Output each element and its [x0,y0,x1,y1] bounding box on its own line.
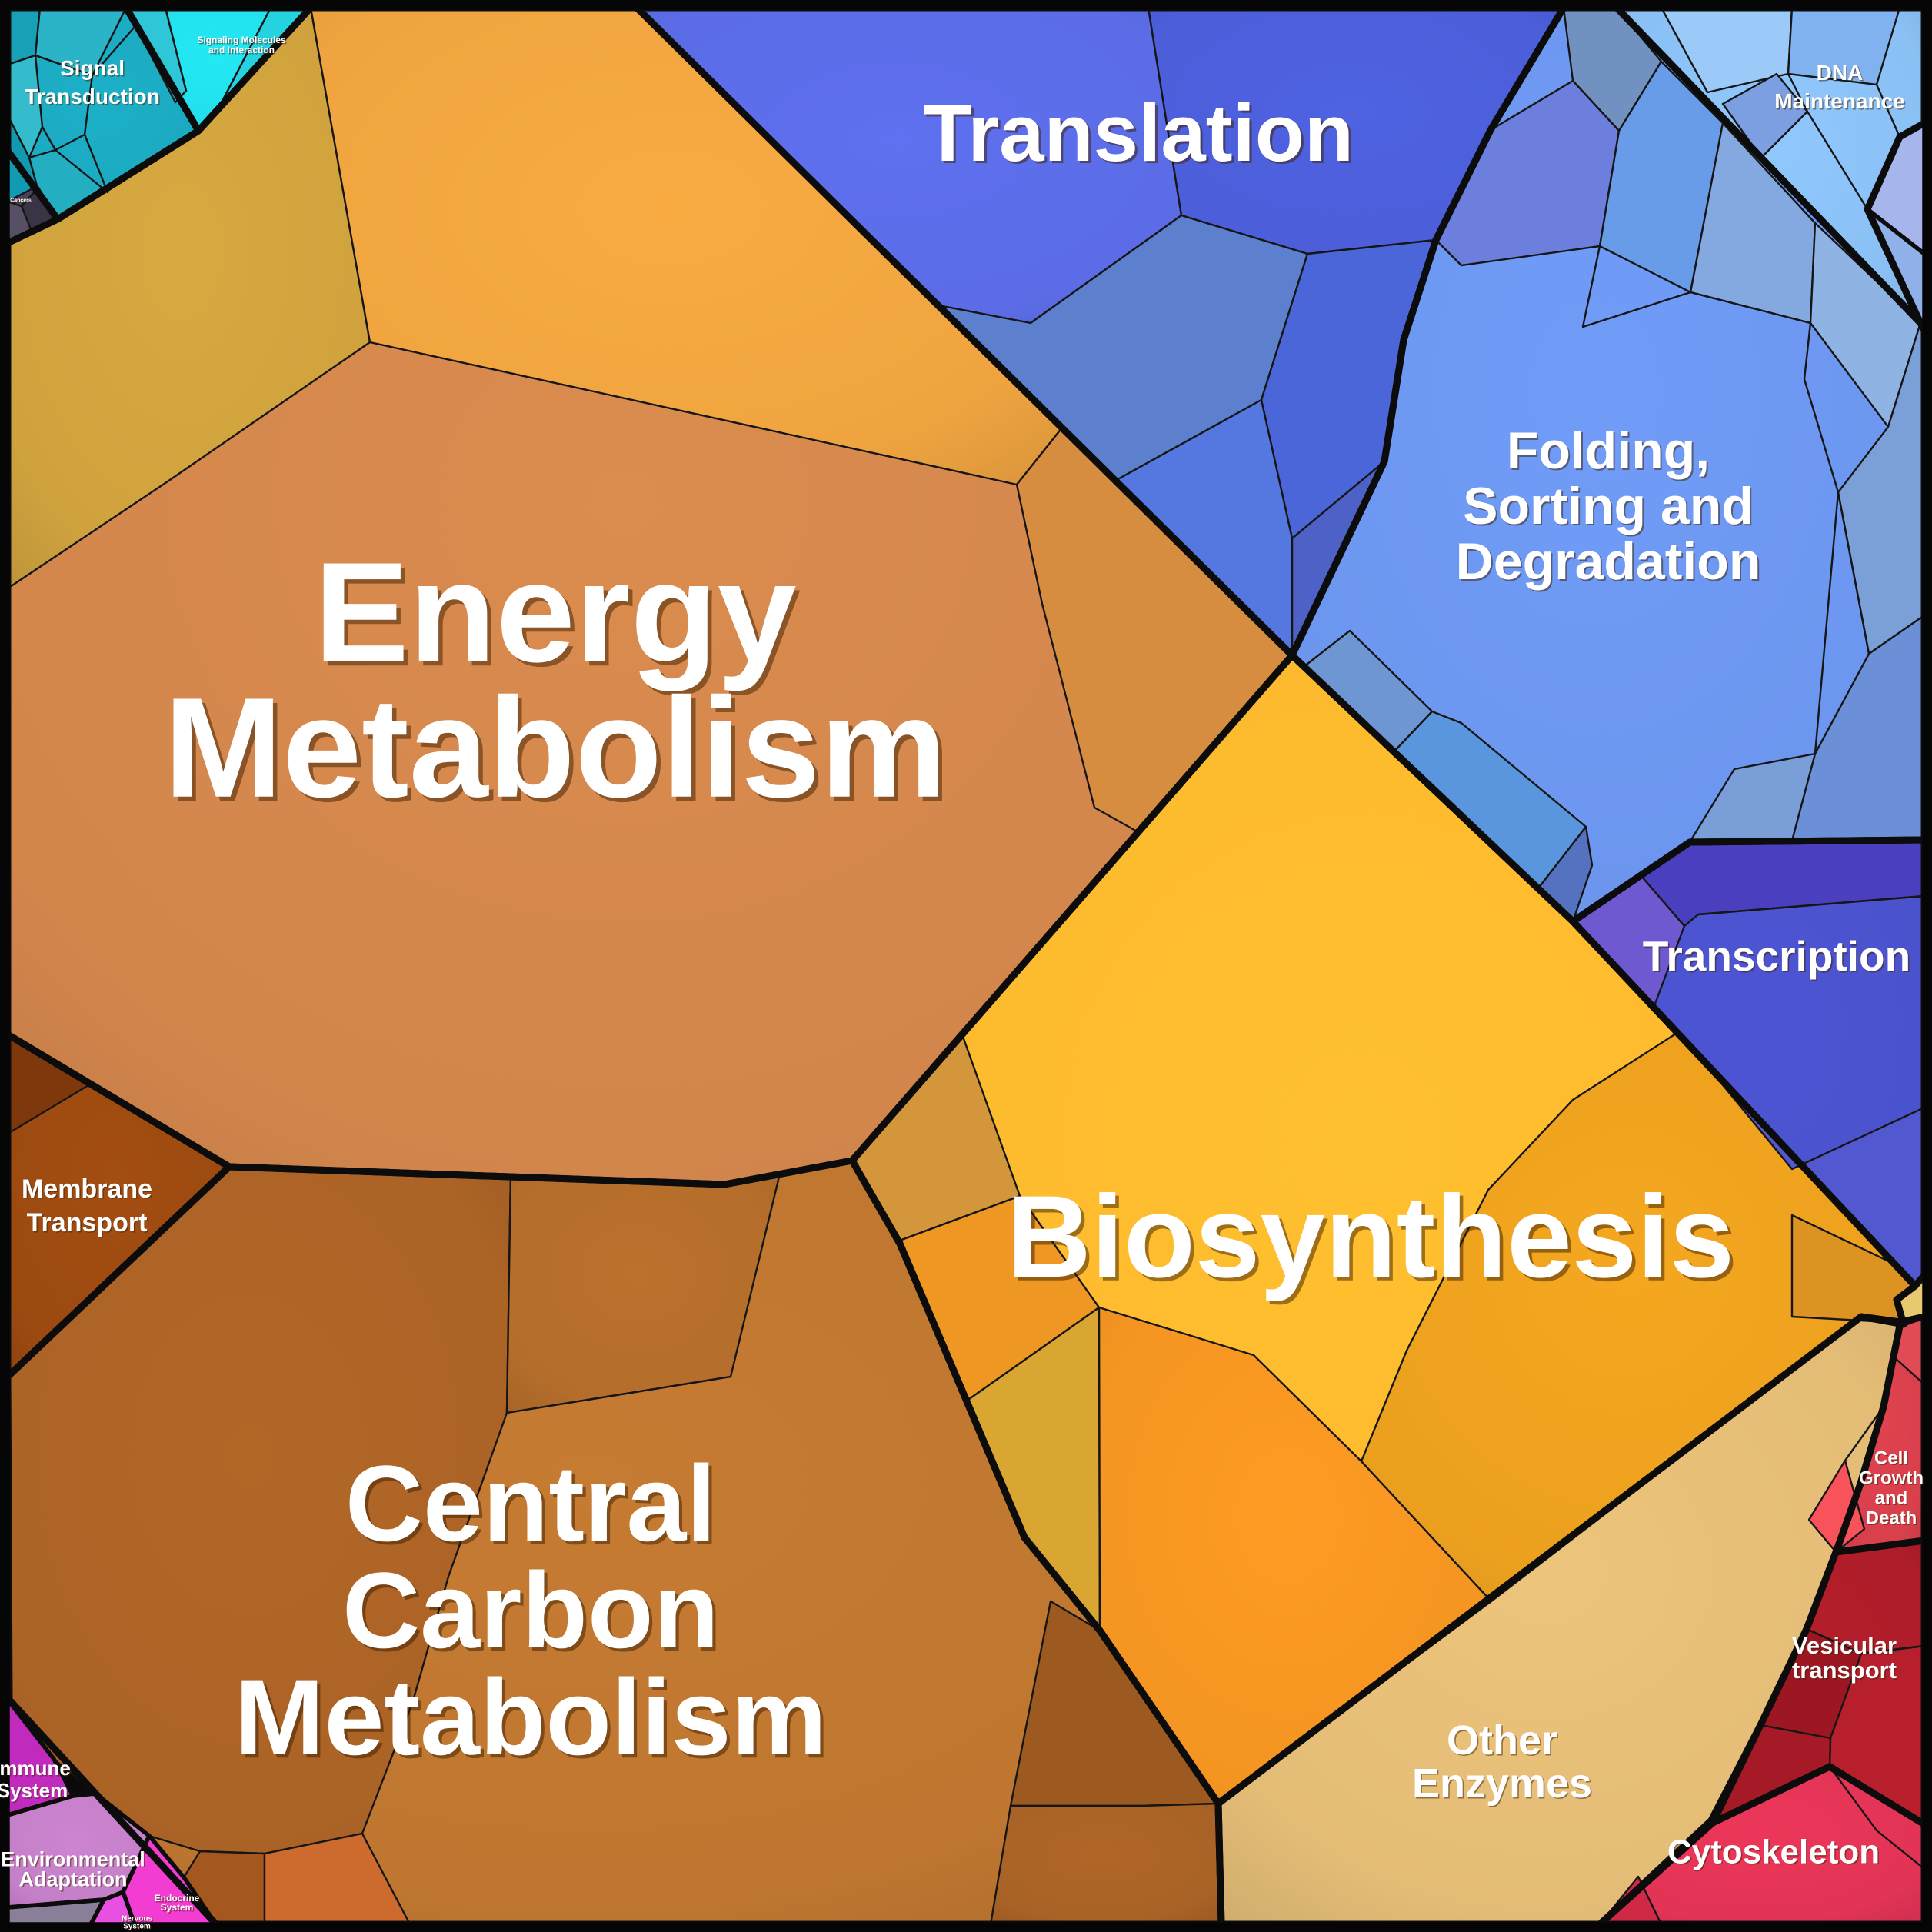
svg-text:Cell: Cell [1875,1449,1909,1470]
svg-text:Immune: Immune [0,1758,72,1781]
svg-text:Biosynthesis: Biosynthesis [1007,1171,1734,1302]
svg-text:Translation: Translation [925,91,1356,181]
svg-text:Growth: Growth [1859,1467,1924,1488]
svg-text:Cell: Cell [1874,1447,1908,1468]
svg-text:System: System [123,1923,151,1931]
svg-text:Environmental: Environmental [1,1847,145,1870]
svg-text:System: System [0,1779,68,1802]
svg-text:Central: Central [348,1446,719,1567]
svg-text:Nervous: Nervous [122,1916,153,1924]
svg-text:Cytoskeleton: Cytoskeleton [1668,1834,1880,1872]
svg-text:System: System [125,1924,152,1932]
svg-text:Endocrine: Endocrine [155,1893,200,1904]
svg-text:Metabolism: Metabolism [164,669,947,828]
svg-text:Transcription: Transcription [1643,932,1910,980]
svg-text:Vesicular: Vesicular [1793,1633,1897,1660]
svg-text:Translation: Translation [923,88,1354,178]
svg-text:Death: Death [1867,1509,1918,1530]
svg-text:Signaling Molecules: Signaling Molecules [197,35,286,45]
svg-text:Immune: Immune [0,1757,71,1780]
svg-text:Sorting and: Sorting and [1464,478,1755,537]
svg-text:Cancers: Cancers [12,199,33,205]
svg-text:Metabolism: Metabolism [238,1660,830,1780]
svg-text:Other: Other [1447,1717,1557,1764]
svg-text:Signal: Signal [60,56,125,80]
svg-text:Maintenance: Maintenance [1774,89,1905,113]
svg-text:Endocrine: Endocrine [155,1894,201,1905]
svg-text:Transport: Transport [27,1208,148,1237]
svg-text:Energy: Energy [314,534,796,692]
svg-text:System: System [161,1902,194,1913]
svg-text:Transduction: Transduction [26,85,162,109]
svg-text:Cancers: Cancers [10,198,32,203]
svg-text:Transduction: Transduction [25,85,160,108]
svg-text:DNA: DNA [1817,61,1864,85]
svg-text:Adaptation: Adaptation [20,1869,128,1892]
svg-text:transport: transport [1793,1657,1897,1684]
svg-text:Cytoskeleton: Cytoskeleton [1667,1833,1880,1870]
svg-text:Biosynthesis: Biosynthesis [1011,1175,1738,1306]
svg-text:DNA: DNA [1817,62,1864,85]
svg-text:and: and [1875,1487,1908,1508]
svg-text:Membrane: Membrane [22,1175,153,1204]
svg-text:Maintenance: Maintenance [1776,90,1907,114]
svg-text:System: System [0,1780,69,1804]
svg-text:Sorting and: Sorting and [1463,477,1754,535]
svg-text:Signaling Molecules: Signaling Molecules [198,36,288,47]
svg-text:Death: Death [1866,1507,1917,1528]
svg-text:and: and [1876,1489,1909,1510]
svg-text:Enzymes: Enzymes [1412,1760,1592,1807]
svg-text:Membrane: Membrane [22,1174,152,1204]
svg-text:Degradation: Degradation [1456,532,1761,591]
svg-text:Enzymes: Enzymes [1414,1762,1594,1808]
svg-text:Metabolism: Metabolism [235,1657,827,1777]
svg-text:Growth: Growth [1860,1469,1925,1490]
svg-text:System: System [162,1904,195,1914]
svg-text:Transport: Transport [28,1209,148,1238]
svg-text:Environmental: Environmental [2,1849,147,1872]
svg-text:Nervous: Nervous [122,1915,152,1924]
svg-text:Other: Other [1448,1719,1559,1765]
svg-text:and Interaction: and Interaction [209,46,275,57]
svg-text:Signal: Signal [61,57,125,81]
svg-text:and Interaction: and Interaction [208,45,275,55]
svg-text:Degradation: Degradation [1457,534,1763,592]
svg-text:Carbon: Carbon [345,1553,722,1674]
svg-text:Central: Central [345,1443,716,1564]
svg-text:Transcription: Transcription [1644,934,1911,981]
svg-text:Energy: Energy [318,538,801,696]
svg-text:Folding,: Folding, [1507,421,1710,480]
svg-text:Folding,: Folding, [1508,423,1711,481]
svg-text:Carbon: Carbon [342,1550,719,1671]
svg-text:transport: transport [1792,1657,1897,1684]
svg-text:Adaptation: Adaptation [19,1867,128,1890]
svg-text:Vesicular: Vesicular [1792,1632,1897,1659]
svg-text:Metabolism: Metabolism [168,673,951,831]
